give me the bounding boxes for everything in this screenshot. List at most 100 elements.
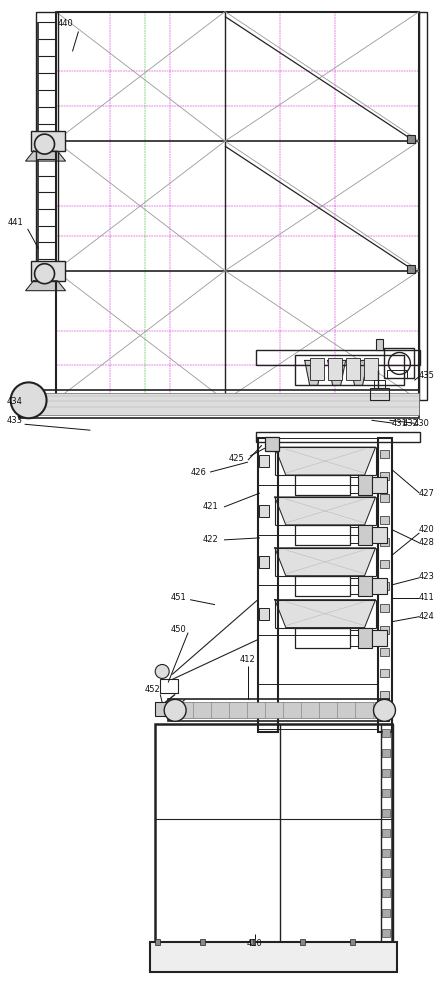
Bar <box>31 131 66 151</box>
Bar <box>380 626 389 634</box>
Bar <box>382 849 390 857</box>
Bar <box>160 679 178 693</box>
Text: 432: 432 <box>403 419 418 428</box>
Bar <box>358 628 372 648</box>
Bar <box>408 265 416 273</box>
Text: 452: 452 <box>144 685 160 694</box>
Polygon shape <box>275 497 376 525</box>
Bar <box>250 939 255 945</box>
Bar <box>35 149 58 269</box>
Text: 423: 423 <box>419 572 434 581</box>
Bar <box>372 527 388 543</box>
Bar <box>364 358 377 380</box>
Bar <box>358 525 372 545</box>
Text: 450: 450 <box>170 625 186 634</box>
Bar <box>295 355 404 385</box>
Circle shape <box>11 382 47 418</box>
Bar <box>382 829 390 837</box>
Bar <box>380 713 389 721</box>
Bar <box>35 12 58 141</box>
Bar <box>295 475 350 495</box>
Bar <box>385 348 414 378</box>
Polygon shape <box>275 600 376 628</box>
Bar <box>155 702 175 716</box>
Bar <box>382 889 390 897</box>
Bar <box>376 339 384 350</box>
Bar <box>265 437 279 451</box>
Bar <box>350 630 358 646</box>
Text: 425: 425 <box>229 454 245 463</box>
Bar <box>382 789 390 797</box>
Bar <box>388 370 408 378</box>
Bar <box>256 432 420 442</box>
Bar <box>380 582 389 590</box>
Bar <box>372 477 388 493</box>
Bar <box>259 455 269 467</box>
Polygon shape <box>305 360 323 385</box>
Polygon shape <box>328 360 346 385</box>
Text: 441: 441 <box>8 218 23 227</box>
Circle shape <box>373 699 396 721</box>
Bar <box>380 560 389 568</box>
Text: 412: 412 <box>240 655 256 664</box>
Text: 430: 430 <box>413 419 429 428</box>
Polygon shape <box>26 151 66 161</box>
Bar <box>200 939 205 945</box>
Text: 434: 434 <box>7 397 23 406</box>
Text: 428: 428 <box>419 538 434 547</box>
Text: 451: 451 <box>170 593 186 602</box>
Bar <box>259 556 269 568</box>
Text: 421: 421 <box>202 502 218 511</box>
Text: 435: 435 <box>419 371 434 380</box>
Bar <box>369 388 389 400</box>
Bar <box>300 939 305 945</box>
Bar <box>420 12 427 400</box>
Bar <box>155 724 392 942</box>
Polygon shape <box>275 548 376 576</box>
Text: 433: 433 <box>7 416 23 425</box>
Bar <box>380 604 389 612</box>
Bar <box>382 869 390 877</box>
Bar <box>373 380 385 388</box>
Bar <box>380 494 389 502</box>
Circle shape <box>35 134 54 154</box>
Text: 424: 424 <box>419 612 434 621</box>
Bar <box>380 472 389 480</box>
Bar <box>382 909 390 917</box>
Bar <box>295 576 350 596</box>
Bar <box>168 699 389 721</box>
Bar <box>358 576 372 596</box>
Bar <box>382 809 390 817</box>
Bar <box>31 261 66 281</box>
Bar <box>350 527 358 543</box>
Text: 431: 431 <box>392 419 408 428</box>
Text: 420: 420 <box>419 525 434 534</box>
Bar <box>382 749 390 757</box>
Text: 422: 422 <box>202 535 218 544</box>
Bar <box>172 702 389 718</box>
Bar <box>382 729 390 737</box>
Text: 410: 410 <box>247 939 263 948</box>
Bar <box>155 939 160 945</box>
Circle shape <box>155 664 169 678</box>
Bar <box>259 505 269 517</box>
Circle shape <box>35 264 54 284</box>
Bar <box>55 12 420 400</box>
Polygon shape <box>26 281 66 291</box>
Polygon shape <box>350 360 368 385</box>
Bar <box>408 135 416 143</box>
Bar <box>346 358 360 380</box>
Text: 427: 427 <box>419 489 434 498</box>
Bar <box>23 393 420 415</box>
Bar <box>310 358 324 380</box>
Bar <box>259 608 269 620</box>
Text: 426: 426 <box>190 468 206 477</box>
Bar <box>372 578 388 594</box>
Bar <box>380 450 389 458</box>
Bar <box>350 477 358 493</box>
Bar <box>380 691 389 699</box>
Bar <box>380 516 389 524</box>
Circle shape <box>164 699 186 721</box>
Bar <box>295 525 350 545</box>
Bar <box>381 724 393 942</box>
